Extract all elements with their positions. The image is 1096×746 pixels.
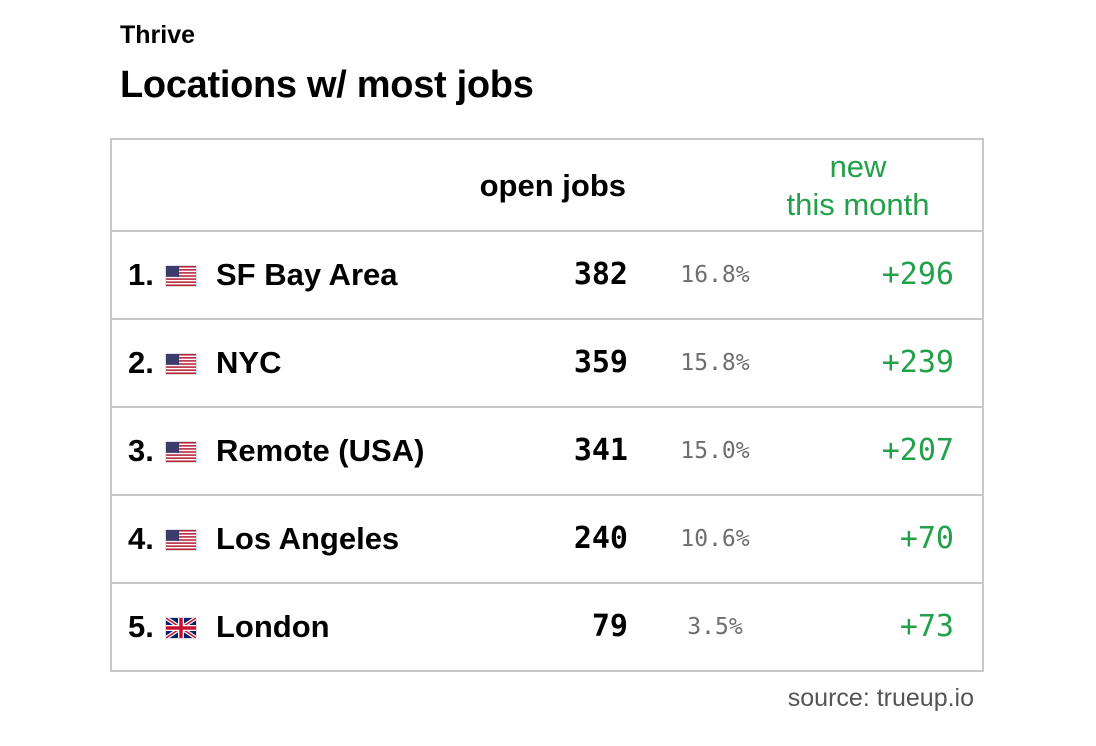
open-jobs-header: open jobs — [479, 168, 626, 203]
open-jobs-count: 359 — [573, 345, 628, 380]
open-jobs-count: 79 — [591, 609, 628, 644]
page-title: Locations w/ most jobs — [120, 64, 534, 106]
new-this-month-count: +70 — [899, 521, 954, 556]
us-flag-icon — [166, 266, 196, 286]
new-this-month-count: +207 — [881, 433, 954, 468]
us-flag-icon — [166, 354, 196, 374]
new-this-month-count: +296 — [881, 257, 954, 292]
location-name: NYC — [216, 345, 282, 380]
rank: 2. — [128, 345, 154, 380]
jobs-share: 16.8% — [680, 262, 750, 288]
table-row: 4. Los Angeles 240 10.6% +70 — [112, 496, 982, 584]
location-name: Remote (USA) — [216, 433, 425, 468]
location-name: SF Bay Area — [216, 257, 398, 292]
open-jobs-count: 341 — [573, 433, 628, 468]
new-this-month-count: +239 — [881, 345, 954, 380]
rank: 1. — [128, 257, 154, 292]
us-flag-icon — [166, 442, 196, 462]
location-name: London — [216, 609, 330, 644]
new-header-line1: new — [829, 149, 887, 184]
uk-flag-icon — [166, 618, 196, 638]
table-row: 3. Remote (USA) 341 15.0% +207 — [112, 408, 982, 496]
table-row: 2. NYC 359 15.8% +239 — [112, 320, 982, 408]
locations-table: open jobs new this month 1. SF Bay Area … — [110, 138, 984, 672]
location-name: Los Angeles — [216, 521, 400, 556]
table-row: 5. London 79 3.5% +73 — [112, 584, 982, 670]
new-header-line2: this month — [786, 187, 930, 222]
table-row: 1. SF Bay Area 382 16.8% +296 — [112, 232, 982, 320]
jobs-share: 15.8% — [680, 350, 750, 376]
rank: 3. — [128, 433, 154, 468]
jobs-share: 15.0% — [680, 438, 750, 464]
table-header: open jobs new this month — [112, 140, 982, 232]
new-this-month-header: new this month — [748, 148, 968, 224]
company-name: Thrive — [120, 21, 196, 49]
us-flag-icon — [166, 530, 196, 550]
rank: 4. — [128, 521, 154, 556]
open-jobs-count: 240 — [573, 521, 628, 556]
rank: 5. — [128, 609, 154, 644]
source-note: source: trueup.io — [787, 684, 974, 712]
new-this-month-count: +73 — [899, 609, 954, 644]
open-jobs-count: 382 — [573, 257, 628, 292]
jobs-share: 10.6% — [680, 526, 750, 552]
jobs-share: 3.5% — [687, 614, 743, 640]
